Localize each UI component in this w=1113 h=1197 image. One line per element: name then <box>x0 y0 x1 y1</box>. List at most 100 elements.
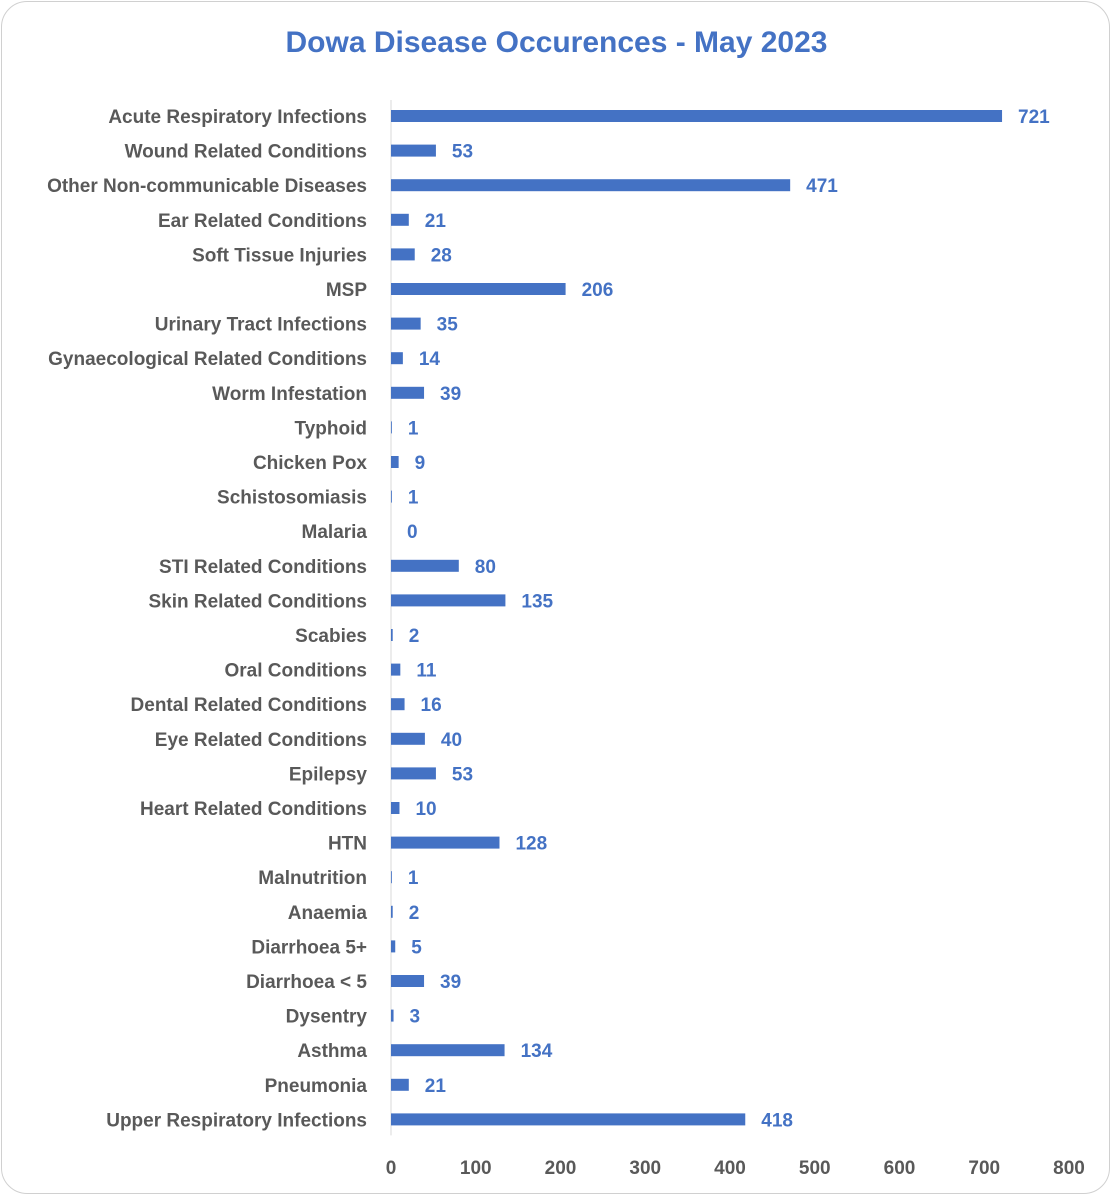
category-label: Dysentry <box>286 1007 368 1028</box>
x-tick-label: 200 <box>545 1158 577 1179</box>
bar <box>391 594 506 607</box>
data-label: 3 <box>410 1007 421 1028</box>
category-label: HTN <box>328 834 367 855</box>
category-label: Diarrhoea < 5 <box>246 972 367 993</box>
bar <box>391 456 399 468</box>
data-label: 53 <box>452 142 473 163</box>
category-label: Diarrhoea 5+ <box>251 937 367 958</box>
data-label: 39 <box>440 972 461 993</box>
bar <box>391 386 425 399</box>
category-label: Gynaecological Related Conditions <box>48 349 367 370</box>
bar <box>391 836 500 849</box>
chart-title: Dowa Disease Occurences - May 2023 <box>285 26 828 59</box>
category-label: Skin Related Conditions <box>148 591 367 612</box>
bar <box>391 144 436 157</box>
bar <box>391 698 405 711</box>
data-label: 21 <box>425 1076 447 1097</box>
x-tick-label: 400 <box>714 1158 746 1179</box>
category-label: MSP <box>326 280 368 301</box>
x-tick-label: 600 <box>884 1158 916 1179</box>
category-label: STI Related Conditions <box>159 557 367 578</box>
x-tick-label: 0 <box>386 1158 397 1179</box>
category-label: Acute Respiratory Infections <box>108 107 367 128</box>
bar <box>391 940 396 953</box>
data-label: 10 <box>415 799 436 820</box>
category-label: Heart Related Conditions <box>140 799 367 820</box>
category-label: Chicken Pox <box>253 453 367 474</box>
data-label: 1 <box>408 488 419 509</box>
data-label: 2 <box>409 626 420 647</box>
bar <box>391 1078 409 1091</box>
category-label: Upper Respiratory Infections <box>106 1110 367 1131</box>
data-label: 1 <box>408 418 419 439</box>
bar <box>391 663 401 676</box>
x-tick-label: 800 <box>1053 1158 1085 1179</box>
data-label: 2 <box>409 903 420 924</box>
data-label: 28 <box>431 245 452 266</box>
bar <box>391 179 791 192</box>
bar <box>391 1044 505 1057</box>
category-label: Anaemia <box>288 903 368 924</box>
category-label: Malaria <box>302 522 368 543</box>
bar <box>391 248 415 261</box>
data-label: 5 <box>411 937 422 958</box>
bar <box>391 352 403 365</box>
category-label: Oral Conditions <box>225 661 368 682</box>
data-label: 14 <box>419 349 441 370</box>
category-label: Wound Related Conditions <box>125 142 367 163</box>
data-label: 134 <box>521 1041 553 1062</box>
bar <box>391 767 436 780</box>
category-label: Malnutrition <box>258 868 367 889</box>
bar <box>391 871 392 884</box>
bar <box>391 802 400 814</box>
bar <box>391 629 393 641</box>
bar <box>391 283 566 295</box>
x-tick-label: 700 <box>968 1158 1000 1179</box>
bar <box>391 732 425 745</box>
category-label: Worm Infestation <box>212 384 367 405</box>
data-label: 0 <box>407 522 418 543</box>
category-label: Epilepsy <box>289 764 368 785</box>
category-label: Pneumonia <box>265 1076 368 1097</box>
category-label: Soft Tissue Injuries <box>192 245 367 266</box>
data-label: 135 <box>521 591 553 612</box>
bar <box>391 317 421 330</box>
data-label: 1 <box>408 868 419 889</box>
category-label: Dental Related Conditions <box>131 695 367 716</box>
bar <box>391 975 425 987</box>
data-label: 206 <box>582 280 614 301</box>
category-label: Eye Related Conditions <box>155 730 367 751</box>
data-label: 11 <box>416 661 437 682</box>
data-label: 9 <box>415 453 426 474</box>
data-label: 16 <box>421 695 442 716</box>
data-label: 21 <box>425 211 447 232</box>
bar <box>391 1009 394 1022</box>
data-label: 53 <box>452 764 473 785</box>
bar <box>391 421 392 434</box>
data-label: 40 <box>441 730 462 751</box>
bar <box>391 559 459 572</box>
bar <box>391 905 393 918</box>
data-label: 418 <box>761 1110 793 1131</box>
category-label: Urinary Tract Infections <box>155 315 367 336</box>
bar <box>391 490 392 503</box>
category-label: Ear Related Conditions <box>158 211 367 232</box>
bar <box>391 110 1003 122</box>
category-label: Asthma <box>297 1041 367 1062</box>
category-label: Scabies <box>295 626 367 647</box>
data-label: 80 <box>475 557 496 578</box>
data-label: 721 <box>1018 107 1050 128</box>
category-label: Typhoid <box>295 418 367 439</box>
x-tick-label: 300 <box>629 1158 661 1179</box>
data-label: 471 <box>806 176 838 197</box>
bar <box>391 213 409 226</box>
category-label: Other Non-communicable Diseases <box>47 176 367 197</box>
data-label: 128 <box>515 834 547 855</box>
category-label: Schistosomiasis <box>217 488 367 509</box>
x-tick-label: 100 <box>460 1158 492 1179</box>
bar <box>391 1113 746 1126</box>
x-tick-label: 500 <box>799 1158 831 1179</box>
data-label: 35 <box>437 315 459 336</box>
